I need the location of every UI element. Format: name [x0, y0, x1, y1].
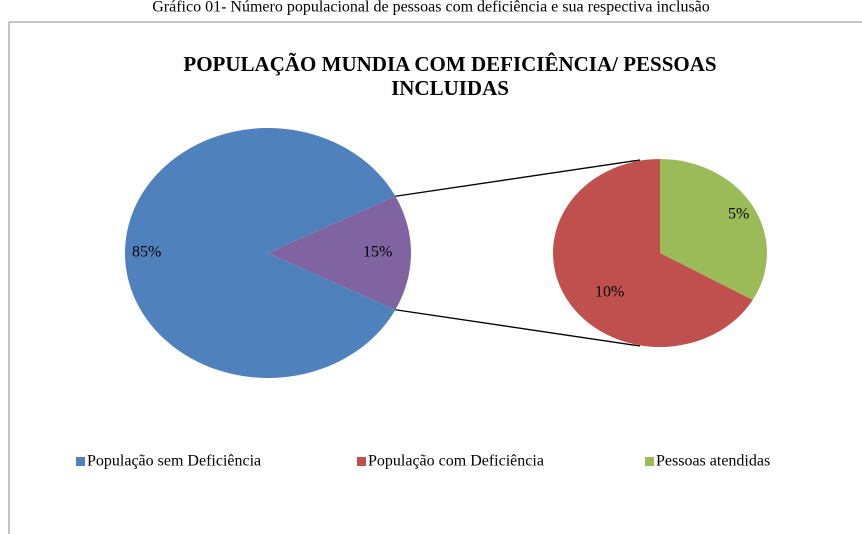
- pie-slice: [660, 159, 767, 300]
- legend-label: População com Deficiência: [368, 453, 544, 470]
- legend-swatch: [645, 457, 654, 466]
- connector-line: [395, 159, 641, 197]
- legend-label: População sem Deficiência: [87, 453, 261, 470]
- chart-title: POPULAÇÃO MUNDIA COM DEFICIÊNCIA/ PESSOA…: [183, 52, 716, 76]
- data-label: 5%: [728, 206, 749, 223]
- connector-line: [395, 309, 641, 347]
- legend-swatch: [76, 457, 85, 466]
- legend-label: Pessoas atendidas: [656, 453, 770, 470]
- chart-title: INCLUIDAS: [391, 76, 509, 100]
- pie-slice: [268, 196, 411, 310]
- data-label: 10%: [595, 284, 624, 301]
- pie-slice: [125, 128, 396, 379]
- data-label: 85%: [132, 244, 161, 261]
- data-label: 15%: [363, 244, 392, 261]
- legend-swatch: [357, 457, 366, 466]
- pie-slice: [553, 159, 753, 347]
- caption: Gráfico 01- Número populacional de pesso…: [152, 0, 710, 16]
